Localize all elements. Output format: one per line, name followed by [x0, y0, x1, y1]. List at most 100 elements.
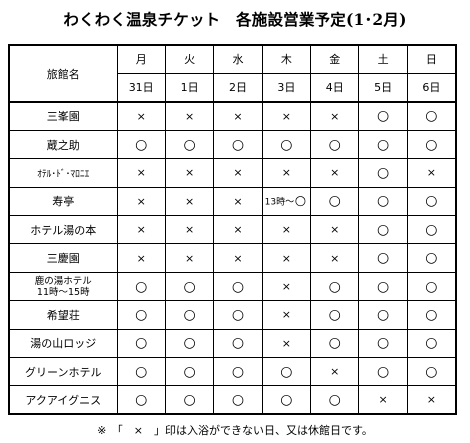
- table-row: アクアイグニス ○ ○ ○ ○ ○ × ×: [8, 385, 457, 416]
- schedule-cell: ○: [406, 186, 457, 217]
- schedule-cell: ○: [406, 129, 457, 160]
- schedule-cell: ○: [213, 328, 263, 359]
- schedule-cell: ×: [358, 385, 408, 416]
- hotel-name: 三峯園: [8, 101, 118, 131]
- schedule-cell: ○: [116, 300, 166, 330]
- schedule-table: 旅館名 月 火 水 木 金 土 日 31日 1日 2日 3日 4日 5日 6日 …: [8, 44, 457, 416]
- schedule-cell: ○: [164, 357, 215, 387]
- weekday-header: 金: [310, 44, 360, 74]
- schedule-cell: ○: [116, 271, 166, 302]
- schedule-cell: ○: [406, 271, 457, 302]
- table-row: 寿亭 × × × 13時～ ○ ○ ○ ○: [8, 186, 457, 217]
- hotel-name: グリーンホテル: [8, 357, 118, 387]
- schedule-cell: ×: [116, 158, 166, 188]
- schedule-cell: ×: [164, 158, 215, 188]
- date-header: 3日: [261, 72, 312, 103]
- schedule-cell: ○: [310, 328, 360, 359]
- schedule-cell: ○: [261, 357, 312, 387]
- schedule-cell: ○: [358, 243, 408, 273]
- schedule-cell: ×: [116, 243, 166, 273]
- table-row: グリーンホテル ○ ○ ○ ○ × ○ ○: [8, 357, 457, 387]
- schedule-cell: ○: [358, 158, 408, 188]
- schedule-cell: ×: [261, 328, 312, 359]
- hotel-name: 蔵之助: [8, 129, 118, 160]
- schedule-cell: ○: [406, 300, 457, 330]
- schedule-cell: ×: [164, 101, 215, 131]
- hotel-name: 湯の山ロッジ: [8, 328, 118, 359]
- schedule-cell: ○: [213, 300, 263, 330]
- table-row: ホテル湯の本 × × × × × ○ ○: [8, 215, 457, 245]
- schedule-cell: ○: [261, 129, 312, 160]
- schedule-cell: ○: [310, 129, 360, 160]
- date-header: 1日: [164, 72, 215, 103]
- date-header: 2日: [213, 72, 263, 103]
- hotel-name: ホテル湯の本: [8, 215, 118, 245]
- table-row: 希望荘 ○ ○ ○ × ○ ○ ○: [8, 300, 457, 330]
- schedule-cell: ○: [116, 357, 166, 387]
- schedule-cell: ○: [358, 101, 408, 131]
- schedule-cell: ○: [164, 271, 215, 302]
- page-title: わくわく温泉チケット 各施設営業予定(1･2月): [63, 10, 407, 29]
- schedule-cell: ×: [213, 215, 263, 245]
- schedule-cell: ○: [406, 243, 457, 273]
- schedule-cell: ×: [116, 215, 166, 245]
- table-row: 三峯園 × × × × × ○ ○: [8, 101, 457, 131]
- schedule-cell: ○: [116, 385, 166, 416]
- schedule-cell: ○: [406, 215, 457, 245]
- schedule-cell: ×: [261, 101, 312, 131]
- schedule-cell: ○: [406, 357, 457, 387]
- schedule-cell: ○: [164, 300, 215, 330]
- schedule-cell: ×: [406, 385, 457, 416]
- date-header: 31日: [116, 72, 166, 103]
- schedule-cell: ×: [116, 101, 166, 131]
- table-row: 鹿の湯ホテル 11時～15時 ○ ○ ○ × ○ ○ ○: [8, 271, 457, 302]
- weekday-header: 日: [406, 44, 457, 74]
- schedule-cell: ×: [164, 243, 215, 273]
- date-header-row: 31日 1日 2日 3日 4日 5日 6日: [9, 72, 457, 103]
- schedule-cell: ×: [213, 186, 263, 217]
- schedule-cell: ○: [310, 186, 360, 217]
- schedule-cell: ○: [164, 328, 215, 359]
- table-row: ｵﾃﾙ･ﾄﾞ･ﾏﾛﾆｴ × × × × × ○ ×: [8, 158, 457, 188]
- weekday-header: 水: [213, 44, 263, 74]
- weekday-header-row: 旅館名 月 火 水 木 金 土 日: [8, 44, 457, 103]
- weekday-header: 土: [358, 44, 408, 74]
- schedule-cell: ○: [358, 357, 408, 387]
- date-header: 4日: [310, 72, 360, 103]
- table-row: 蔵之助 ○ ○ ○ ○ ○ ○ ○: [8, 129, 457, 160]
- schedule-cell: ×: [310, 158, 360, 188]
- schedule-cell: ○: [213, 385, 263, 416]
- opening-time: 13時～: [264, 197, 295, 208]
- schedule-cell: ○: [164, 129, 215, 160]
- schedule-body: 三峯園 × × × × × ○ ○ 蔵之助 ○ ○ ○ ○ ○ ○ ○ ｵﾃﾙ･ﾄﾞ･ﾏﾛﾆｴ × × × × × ○ × 寿亭…: [8, 101, 457, 416]
- hotel-name: 希望荘: [8, 300, 118, 330]
- schedule-cell: ○: [358, 186, 408, 217]
- schedule-cell: ×: [164, 186, 215, 217]
- hotel-name: 寿亭: [8, 186, 118, 217]
- schedule-cell: 13時～ ○: [261, 186, 312, 217]
- weekday-header: 月: [116, 44, 166, 74]
- weekday-header: 木: [261, 44, 312, 74]
- hotel-name: ｵﾃﾙ･ﾄﾞ･ﾏﾛﾆｴ: [8, 158, 118, 188]
- schedule-cell: ○: [116, 129, 166, 160]
- schedule-cell: ○: [213, 271, 263, 302]
- schedule-cell: ○: [358, 328, 408, 359]
- schedule-cell: ×: [261, 215, 312, 245]
- schedule-cell: ×: [261, 300, 312, 330]
- schedule-cell: ○: [310, 385, 360, 416]
- schedule-cell: ○: [406, 328, 457, 359]
- weekday-header: 火: [164, 44, 215, 74]
- schedule-cell: ○: [358, 129, 408, 160]
- hotel-name: 鹿の湯ホテル 11時～15時: [8, 271, 118, 302]
- schedule-cell: ×: [406, 158, 457, 188]
- schedule-cell: ×: [261, 271, 312, 302]
- open-mark: ○: [294, 193, 307, 209]
- schedule-cell: ○: [406, 101, 457, 131]
- schedule-cell: ×: [310, 215, 360, 245]
- schedule-cell: ×: [116, 186, 166, 217]
- schedule-cell: ×: [213, 158, 263, 188]
- date-header: 5日: [358, 72, 408, 103]
- schedule-cell: ×: [310, 243, 360, 273]
- schedule-cell: ○: [116, 328, 166, 359]
- schedule-cell: ○: [310, 271, 360, 302]
